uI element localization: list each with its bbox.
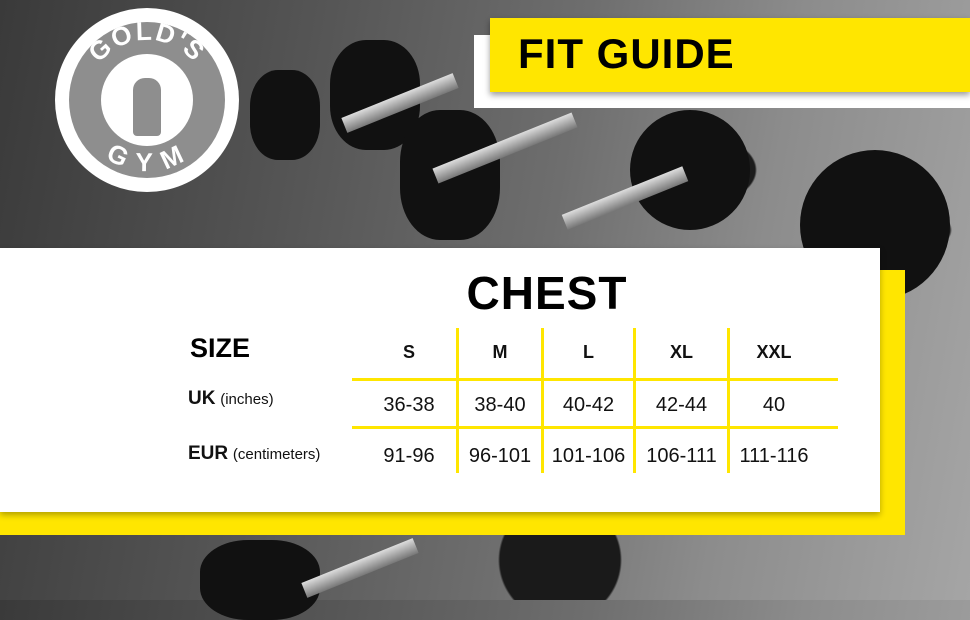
size-header-cell: S bbox=[402, 342, 415, 362]
bodybuilder-icon bbox=[133, 78, 161, 136]
row-label-uk: UK (inches) bbox=[188, 388, 274, 409]
table-divider bbox=[541, 328, 544, 473]
table-divider bbox=[727, 328, 730, 473]
size-header-cell: M bbox=[492, 342, 508, 362]
table-cell: 38-40 bbox=[474, 394, 526, 416]
table-cell: 36-38 bbox=[383, 394, 435, 416]
table-cell: 40 bbox=[762, 394, 786, 416]
table-cell: 40-42 bbox=[562, 394, 615, 416]
table-cell: 91-96 bbox=[383, 445, 435, 467]
table-divider bbox=[352, 378, 838, 381]
size-chart-panel: CHEST SIZE UK (inches) EUR (centimeters)… bbox=[0, 248, 880, 512]
table-divider bbox=[352, 426, 838, 429]
fit-guide-banner: FIT GUIDE bbox=[490, 18, 970, 92]
table-divider bbox=[633, 328, 636, 473]
svg-text:GYM: GYM bbox=[102, 137, 191, 177]
table-divider bbox=[456, 328, 459, 473]
svg-text:GOLD'S: GOLD'S bbox=[82, 16, 212, 68]
table-cell: 106-111 bbox=[646, 445, 717, 467]
golds-gym-logo: GOLD'S GYM bbox=[55, 8, 239, 192]
table-cell: 101-106 bbox=[551, 445, 626, 467]
chart-title: CHEST bbox=[466, 267, 628, 319]
row-label-eur: EUR (centimeters) bbox=[188, 443, 321, 464]
size-header: SIZE bbox=[190, 333, 251, 363]
table-cell: 96-101 bbox=[468, 445, 532, 467]
size-header-cell: L bbox=[583, 342, 594, 362]
fit-guide-title: FIT GUIDE bbox=[518, 30, 735, 77]
size-header-cell: XL bbox=[669, 342, 693, 362]
table-cell: 42-44 bbox=[655, 394, 708, 416]
table-cell: 111-116 bbox=[739, 445, 809, 467]
size-header-cell: XXL bbox=[756, 342, 792, 362]
